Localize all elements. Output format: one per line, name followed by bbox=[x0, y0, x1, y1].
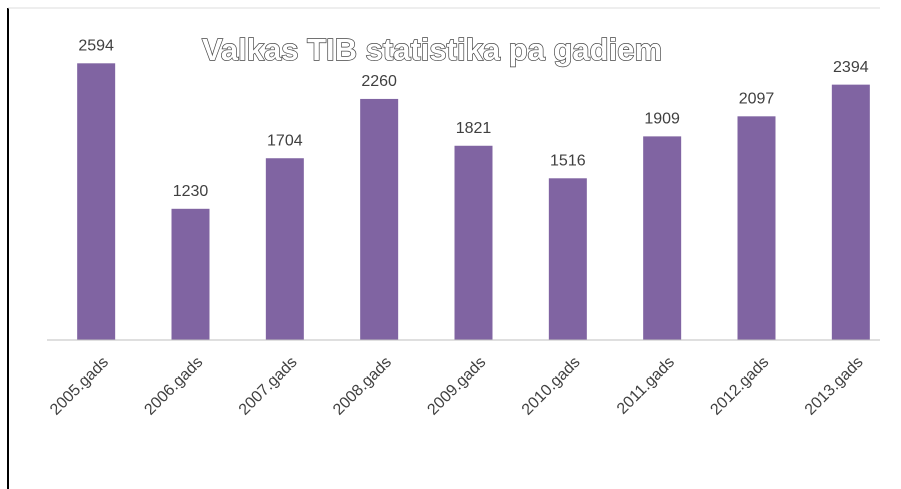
x-tick-label: 2012.gads bbox=[707, 354, 772, 419]
bar bbox=[454, 145, 493, 340]
bar bbox=[171, 208, 210, 340]
x-tick-label: 2005.gads bbox=[47, 354, 112, 419]
data-label: 1516 bbox=[550, 153, 586, 170]
x-tick-label: 2011.gads bbox=[614, 354, 678, 418]
data-label: 2097 bbox=[739, 91, 775, 108]
x-tick-label: 2006.gads bbox=[141, 354, 206, 419]
bar bbox=[265, 158, 304, 340]
bar bbox=[643, 136, 682, 340]
x-tick-label: 2007.gads bbox=[236, 354, 301, 419]
data-label: 1704 bbox=[267, 132, 303, 149]
chart-title: Valkas TIB statistika pa gadiem bbox=[202, 32, 662, 67]
bar bbox=[831, 84, 870, 340]
data-label: 1909 bbox=[644, 111, 680, 128]
data-label: 2394 bbox=[833, 59, 869, 76]
x-tick-label: 2008.gads bbox=[330, 354, 395, 419]
bar bbox=[548, 178, 587, 340]
data-label: 2594 bbox=[78, 38, 114, 55]
data-label: 1230 bbox=[173, 183, 209, 200]
x-tick-label: 2013.gads bbox=[802, 354, 867, 419]
data-label: 2260 bbox=[361, 73, 397, 90]
x-tick-label: 2010.gads bbox=[519, 354, 584, 419]
bar bbox=[360, 98, 399, 340]
data-label: 1821 bbox=[456, 120, 492, 137]
x-tick-label: 2009.gads bbox=[424, 354, 489, 419]
bar bbox=[737, 116, 776, 340]
bar bbox=[77, 63, 116, 340]
